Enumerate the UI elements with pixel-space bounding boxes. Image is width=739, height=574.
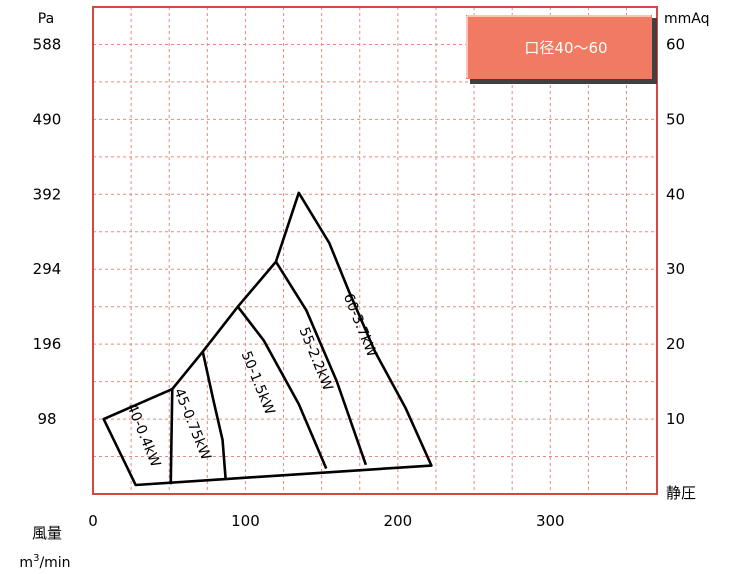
y-left-ticks: 98 196 294 392 490 588 <box>33 35 62 428</box>
y-left-tick: 98 <box>37 410 56 428</box>
y-right-tick: 10 <box>666 410 685 428</box>
x-ticks: 0 100 200 300 <box>88 512 564 530</box>
y-left-tick: 392 <box>33 185 62 203</box>
zone-boundary-line <box>201 351 227 480</box>
y-right-tick: 30 <box>666 260 685 278</box>
zone-label: 50-1.5kW <box>238 349 278 417</box>
y-left-tick: 588 <box>33 35 62 53</box>
y-right-ticks: 10 20 30 40 50 60 <box>666 35 685 428</box>
zone-boundary-line <box>274 261 368 466</box>
y-left-unit: Pa <box>38 11 54 27</box>
zone-label: 55-2.2kW <box>296 325 336 393</box>
x-tick: 300 <box>536 512 565 530</box>
y-right-unit: mmAq <box>664 11 710 27</box>
y-right-tick: 20 <box>666 335 685 353</box>
x-axis-label: 風量 <box>32 524 62 542</box>
y-left-tick: 294 <box>33 260 62 278</box>
x-tick: 200 <box>384 512 413 530</box>
x-tick: 0 <box>88 512 98 530</box>
badge-label: 口径40〜60 <box>524 39 607 57</box>
x-axis-unit: m3/min <box>19 553 70 571</box>
plot-frame <box>92 6 658 495</box>
zone-boundary-line <box>169 389 174 485</box>
zone-boundaries <box>169 261 368 485</box>
x-axis-unit-suffix: /min <box>39 555 70 571</box>
operating-region-outline <box>102 191 433 487</box>
grid-lines <box>93 7 657 494</box>
x-axis-unit-sup: 3 <box>33 553 39 564</box>
y-right-bottom-label: 静圧 <box>666 484 696 502</box>
y-right-tick: 50 <box>666 110 685 128</box>
zone-boundary-line <box>236 305 328 470</box>
y-left-tick: 196 <box>33 335 62 353</box>
y-right-tick: 60 <box>666 35 685 53</box>
y-right-tick: 40 <box>666 185 685 203</box>
x-tick: 100 <box>231 512 260 530</box>
badge-box <box>466 15 652 79</box>
zone-label: 40-0.4kW <box>123 401 163 469</box>
x-axis-unit-prefix: m <box>19 555 33 571</box>
y-left-tick: 490 <box>33 110 62 128</box>
caliber-badge: 口径40〜60 <box>466 15 657 84</box>
